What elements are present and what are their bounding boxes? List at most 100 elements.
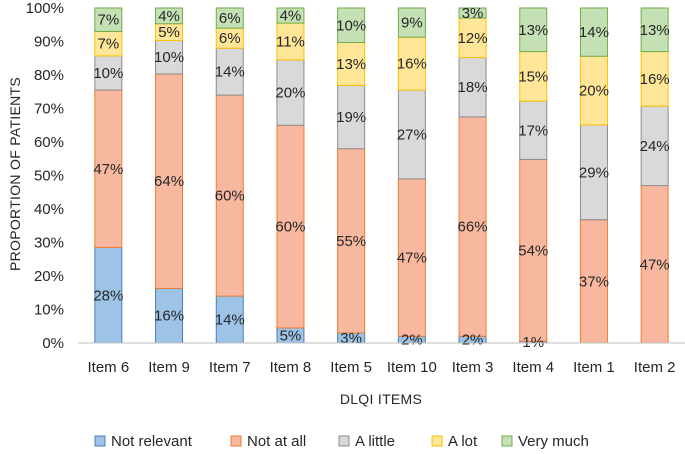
data-label: 20% [579, 83, 609, 100]
x-tick-label: Item 1 [573, 359, 615, 376]
legend: Not relevant Not at all A little A lot Very … [94, 433, 589, 450]
x-tick-label: Item 3 [452, 359, 494, 376]
bar-segment [94, 247, 123, 344]
bar-segment [519, 51, 548, 102]
y-axis-ticks: 0% 10% 20% 30% 40% 50% 60% 70% 80% 90% 100% [26, 0, 64, 352]
data-label: 64% [154, 173, 184, 190]
y-tick-label: 70% [34, 101, 64, 118]
data-label: 12% [458, 30, 488, 47]
x-tick-label: Item 7 [209, 359, 251, 376]
data-label: 47% [93, 161, 123, 178]
bar-segment [155, 7, 184, 25]
data-label: 60% [215, 188, 245, 205]
data-label: 11% [276, 34, 305, 51]
bar-segment [337, 7, 366, 44]
data-label: 19% [336, 109, 366, 126]
bar-segment [276, 22, 305, 61]
bar-segment [640, 7, 669, 53]
data-label: 27% [397, 126, 427, 143]
bar-segment [337, 42, 366, 86]
data-label: 4% [158, 8, 180, 25]
data-label: 9% [401, 15, 423, 32]
data-label: 16% [154, 308, 184, 325]
data-label: 55% [336, 233, 366, 250]
bar-segment [276, 124, 305, 329]
bar-segment [94, 89, 123, 249]
bar-segment [458, 116, 487, 337]
data-label: 14% [215, 312, 245, 329]
x-tick-label: Item 9 [148, 359, 190, 376]
y-tick-label: 100% [26, 0, 64, 17]
bar-segment [215, 47, 244, 96]
bar-segment [215, 94, 244, 297]
data-label: 17% [518, 122, 548, 139]
bar-segment [155, 73, 184, 289]
x-tick-label: Item 10 [387, 359, 437, 376]
bar-stacks [94, 7, 669, 344]
data-label: 10% [93, 65, 123, 82]
bar-segment [94, 7, 123, 32]
data-label: 5% [158, 24, 180, 41]
data-label: 54% [518, 242, 548, 259]
bar-segment [276, 59, 305, 126]
y-tick-label: 30% [34, 235, 64, 252]
data-label: 28% [93, 287, 123, 304]
bar-segment [276, 7, 305, 24]
x-axis-title: DLQI ITEMS [340, 391, 422, 407]
y-tick-label: 80% [34, 67, 64, 84]
legend-label: A lot [448, 433, 478, 450]
data-label: 13% [518, 22, 548, 39]
data-label: 29% [579, 164, 609, 181]
bar-segment [640, 51, 669, 107]
bar-segment [519, 158, 548, 342]
bar-segment [397, 178, 426, 337]
bar-segment [458, 7, 487, 19]
y-tick-label: 40% [34, 201, 64, 218]
x-axis-ticks: Item 6 Item 9 Item 7 Item 8 Item 5 Item 10 Ite… [88, 359, 676, 376]
y-tick-label: 0% [42, 335, 64, 352]
y-axis-title: PROPORTION OF PATIENTS [7, 77, 23, 271]
data-label: 16% [640, 71, 670, 88]
legend-swatch [431, 435, 443, 447]
legend-swatch [94, 435, 106, 447]
bar-segment [215, 7, 244, 29]
data-label: 66% [458, 219, 488, 236]
data-label: 47% [397, 250, 427, 267]
data-label: 2% [401, 332, 423, 349]
bar-segment [155, 39, 184, 75]
bar-segment [579, 7, 608, 57]
data-label: 20% [275, 85, 305, 102]
data-label: 3% [340, 330, 362, 347]
bar-segment [337, 148, 366, 334]
legend-label: A little [355, 433, 395, 450]
x-tick-label: Item 6 [88, 359, 130, 376]
data-label: 14% [579, 24, 609, 41]
data-label: 60% [275, 219, 305, 236]
bar-segment [519, 100, 548, 160]
data-label: 6% [219, 10, 241, 27]
legend-swatch [230, 435, 242, 447]
data-labels: 28%47%10%7%7%16%64%10%5%4%14%60%14%6%6%5… [93, 5, 669, 351]
data-label: 14% [215, 64, 245, 81]
data-label: 15% [518, 68, 548, 85]
bar-segment [215, 295, 244, 344]
data-label: 10% [154, 49, 184, 66]
data-label: 3% [462, 5, 484, 22]
data-label: 37% [579, 273, 609, 290]
bar-segment [519, 7, 548, 53]
bar-segment [397, 7, 426, 38]
bar-segment [640, 105, 669, 187]
data-label: 7% [98, 36, 120, 53]
data-label: 24% [640, 138, 670, 155]
data-label: 5% [280, 327, 302, 344]
bar-segment [397, 36, 426, 91]
bar-segment [579, 124, 608, 221]
y-tick-label: 90% [34, 34, 64, 51]
y-tick-label: 20% [34, 268, 64, 285]
bar-segment [640, 185, 669, 344]
legend-swatch [501, 435, 513, 447]
legend-label: Not relevant [111, 433, 193, 450]
data-label: 47% [640, 256, 670, 273]
data-label: 2% [462, 332, 484, 349]
bar-segment [94, 30, 123, 57]
